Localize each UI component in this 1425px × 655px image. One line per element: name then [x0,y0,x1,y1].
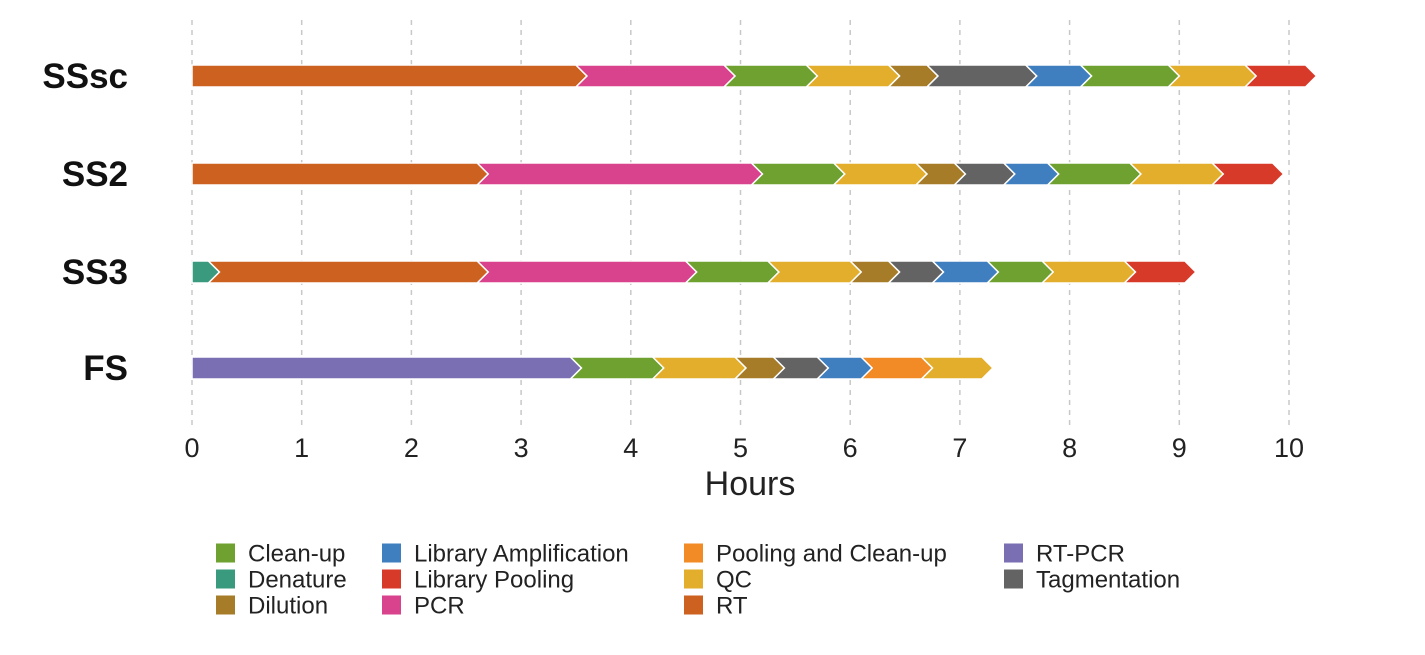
segment-ss2-pcr [475,162,764,186]
bar-row-ss3 [191,260,1197,284]
segment-sssc-library-pooling [1243,64,1318,88]
legend-label-rt: RT [716,593,748,620]
legend-swatch-qc [684,569,703,589]
x-tick-9: 9 [1172,433,1187,463]
legend-item-rt: RT [684,593,748,620]
legend-label-rt-pcr: RT-PCR [1036,541,1125,568]
legend-label-library-pooling: Library Pooling [414,567,574,594]
x-tick-10: 10 [1274,433,1304,463]
row-labels-layer: SSsc SS2 SS3 FS [42,57,128,388]
segment-sssc-clean-up [1078,64,1181,88]
legend-label-dilution: Dilution [248,593,328,620]
segment-ss3-rt [206,260,490,284]
bar-row-ss2 [191,162,1285,186]
bar-row-fs [191,356,994,380]
segment-sssc-pcr [574,64,737,88]
row-label-sssc: SSsc [42,57,128,96]
segment-ss2-qc [831,162,929,186]
legend-swatch-pooling-and-clean-up [684,543,703,563]
segment-fs-pooling-and-clean-up [859,356,934,380]
x-tick-8: 8 [1062,433,1077,463]
x-tick-0: 0 [184,433,199,463]
segment-ss2-clean-up [1045,162,1143,186]
bars-layer [191,64,1318,380]
row-label-ss3: SS3 [62,253,128,292]
row-label-ss2: SS2 [62,155,128,194]
segment-sssc-qc [804,64,901,88]
legend-swatch-denature [216,569,235,589]
segment-fs-clean-up [568,356,665,380]
legend-swatch-rt-pcr [1004,543,1023,563]
legend-label-pcr: PCR [414,593,465,620]
legend-item-pcr: PCR [382,593,465,620]
legend-label-tagmentation: Tagmentation [1036,567,1180,594]
legend-label-denature: Denature [248,567,347,594]
segment-ss2-clean-up [749,162,846,186]
segment-ss3-pcr [475,260,698,284]
legend-swatch-tagmentation [1004,569,1023,589]
segment-fs-qc [919,356,994,380]
legend: Clean-up Library Amplification Pooling and… [216,541,1180,620]
segment-ss3-qc [766,260,863,284]
legend-item-tagmentation: Tagmentation [1004,567,1180,594]
x-tick-1: 1 [294,433,309,463]
legend-item-library-pooling: Library Pooling [382,567,574,594]
legend-label-qc: QC [716,567,752,594]
segment-ss2-library-pooling [1210,162,1285,186]
legend-swatch-pcr [382,595,401,615]
segment-ss3-qc [1040,260,1137,284]
x-tick-7: 7 [952,433,967,463]
legend-item-rt-pcr: RT-PCR [1004,541,1125,568]
row-label-fs: FS [83,349,128,388]
legend-item-library-amplification: Library Amplification [382,541,629,568]
legend-item-pooling-and-clean-up: Pooling and Clean-up [684,541,947,568]
legend-item-dilution: Dilution [216,593,328,620]
legend-swatch-library-amplification [382,543,401,563]
legend-item-clean-up: Clean-up [216,541,345,568]
legend-item-qc: QC [684,567,752,594]
x-tick-5: 5 [733,433,748,463]
segment-sssc-qc [1166,64,1258,88]
legend-label-pooling-and-clean-up: Pooling and Clean-up [716,541,947,568]
segment-ss2-qc [1128,162,1225,186]
segment-sssc-clean-up [722,64,819,88]
legend-label-clean-up: Clean-up [248,541,345,568]
segment-sssc-tagmentation [925,64,1038,88]
legend-swatch-dilution [216,595,235,615]
segment-fs-rt-pcr [191,356,583,380]
bar-row-sssc [191,64,1318,88]
grid-layer [191,20,1290,425]
x-tick-2: 2 [404,433,419,463]
segment-fs-qc [650,356,748,380]
segment-ss2-rt [191,162,490,186]
segment-ss3-library-pooling [1122,260,1197,284]
legend-swatch-library-pooling [382,569,401,589]
x-tick-3: 3 [514,433,529,463]
segment-ss3-clean-up [683,260,780,284]
x-tick-4: 4 [623,433,638,463]
legend-label-library-amplification: Library Amplification [414,541,629,568]
legend-item-denature: Denature [216,567,347,594]
x-axis-title: Hours [705,465,796,503]
legend-swatch-rt [684,595,703,615]
segment-sssc-rt [191,64,589,88]
x-tick-labels: 0 1 2 3 4 5 6 7 8 9 10 [184,433,1304,463]
x-tick-6: 6 [843,433,858,463]
legend-swatch-clean-up [216,543,235,563]
